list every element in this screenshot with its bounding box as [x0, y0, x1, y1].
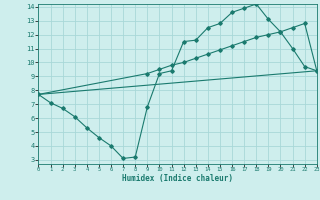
X-axis label: Humidex (Indice chaleur): Humidex (Indice chaleur) — [122, 174, 233, 183]
